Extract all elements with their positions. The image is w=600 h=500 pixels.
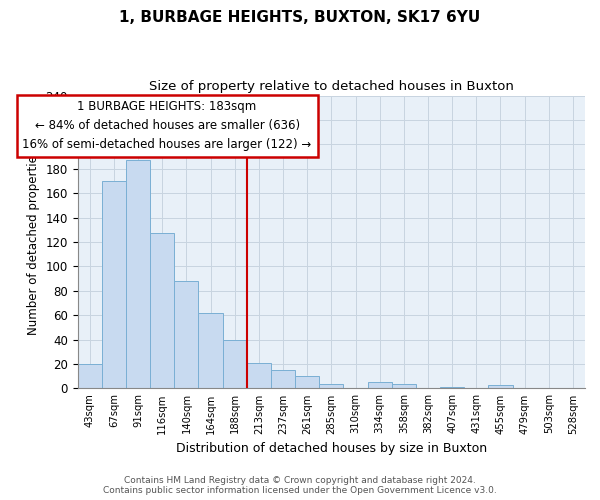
Y-axis label: Number of detached properties: Number of detached properties [27,149,40,335]
Title: Size of property relative to detached houses in Buxton: Size of property relative to detached ho… [149,80,514,93]
Text: Contains HM Land Registry data © Crown copyright and database right 2024.
Contai: Contains HM Land Registry data © Crown c… [103,476,497,495]
Bar [126,160,150,388]
Text: 1, BURBAGE HEIGHTS, BUXTON, SK17 6YU: 1, BURBAGE HEIGHTS, BUXTON, SK17 6YU [119,10,481,25]
Bar [150,234,175,388]
Bar [77,364,102,388]
Bar [295,376,319,388]
Bar [102,181,126,388]
Bar [175,281,199,388]
Bar [440,387,464,388]
Text: 1 BURBAGE HEIGHTS: 183sqm
← 84% of detached houses are smaller (636)
16% of semi: 1 BURBAGE HEIGHTS: 183sqm ← 84% of detac… [22,100,312,152]
Bar [199,313,223,388]
Bar [271,370,295,388]
Bar [368,382,392,388]
Bar [488,385,512,388]
Bar [223,340,247,388]
Bar [247,363,271,388]
X-axis label: Distribution of detached houses by size in Buxton: Distribution of detached houses by size … [176,442,487,455]
Bar [319,384,343,388]
Bar [392,384,416,388]
